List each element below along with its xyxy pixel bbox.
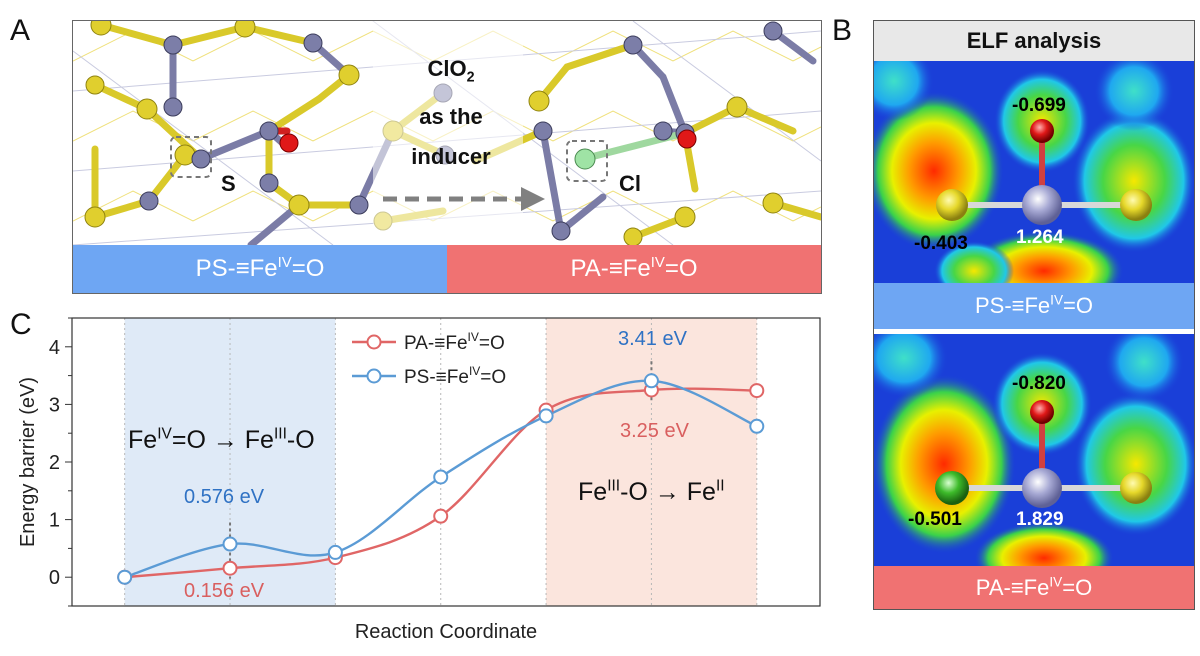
panel-letter-c: C <box>10 308 32 341</box>
series-1-point-4 <box>538 408 554 424</box>
series-1-point-5 <box>643 373 659 389</box>
y-tick-label: 2 <box>49 452 60 474</box>
panel-c: 0 1 2 3 4 PA-≡FeIV=O PS-≡FeIV=O Energy barrie… <box>0 300 860 651</box>
elf-bottom-bar: PA-≡FeIV=O <box>874 566 1194 609</box>
elf-map-bottom <box>874 334 1194 566</box>
elf-bottom-o-charge: -0.820 <box>1012 373 1066 394</box>
elf-map-top <box>874 61 1194 283</box>
series-1-point-6 <box>749 418 765 434</box>
chlorine-label: Cl <box>619 171 641 196</box>
pa-bar: PA-≡FeIV=O <box>447 245 821 293</box>
y-tick-label: 1 <box>49 510 60 532</box>
panel-letter-a: A <box>10 14 31 47</box>
legend-label-0: PA-≡FeIV=O <box>404 330 505 354</box>
series-1-point-1 <box>222 536 238 552</box>
y-tick-label: 0 <box>49 567 60 589</box>
series-0-point-3 <box>433 508 449 524</box>
series-0-point-1 <box>222 560 238 576</box>
annotation-ps-high: 3.41 eV <box>618 328 687 350</box>
inducer-line-3: inducer <box>411 144 491 170</box>
elf-title: ELF analysis <box>874 21 1194 61</box>
crystal-structure-image <box>73 21 821 245</box>
elf-divider <box>874 329 1194 334</box>
energy-chart: 0 1 2 3 4 PA-≡FeIV=O PS-≡FeIV=O Energy barrie… <box>17 317 821 643</box>
legend-label-1: PS-≡FeIV=O <box>404 364 506 388</box>
legend-marker-0 <box>366 334 382 350</box>
legend-marker-1 <box>366 368 382 384</box>
x-axis-label: Reaction Coordinate <box>355 621 537 643</box>
series-1-point-2 <box>327 544 343 560</box>
region-right-label: FeIII-O → FeII <box>578 477 725 506</box>
panel-a: S Cl ClO2 as the inducer PS-≡FeIV=O PA-≡… <box>72 20 822 294</box>
y-tick-label: 3 <box>49 394 60 416</box>
panel-b: ELF analysis <box>873 20 1195 610</box>
inducer-line-2: as the <box>419 104 483 130</box>
annotation-pa-low: 0.156 eV <box>184 580 265 602</box>
elf-top-bar: PS-≡FeIV=O <box>874 283 1194 329</box>
y-tick-label: 4 <box>49 337 60 359</box>
series-0-point-6 <box>749 383 765 399</box>
region-left-label: FeIV=O → FeIII-O <box>128 425 315 454</box>
elf-top-fe-charge: 1.264 <box>1016 227 1064 248</box>
elf-top-side-charge: -0.403 <box>914 233 968 254</box>
series-1-point-3 <box>433 469 449 485</box>
inducer-label: ClO2 as the inducer <box>391 49 511 177</box>
elf-top-o-charge: -0.699 <box>1012 95 1066 116</box>
elf-bottom-side-charge: -0.501 <box>908 509 962 530</box>
panel-letter-b: B <box>832 14 853 47</box>
ps-bar: PS-≡FeIV=O <box>73 245 447 293</box>
annotation-ps-low: 0.576 eV <box>184 486 265 508</box>
inducer-line-1: ClO2 <box>427 56 475 86</box>
sulfur-label: S <box>221 171 236 196</box>
series-1-point-0 <box>117 569 133 585</box>
annotation-pa-high: 3.25 eV <box>620 420 689 442</box>
elf-bottom-fe-charge: 1.829 <box>1016 509 1064 530</box>
y-axis-label: Energy barrier (eV) <box>17 377 39 547</box>
